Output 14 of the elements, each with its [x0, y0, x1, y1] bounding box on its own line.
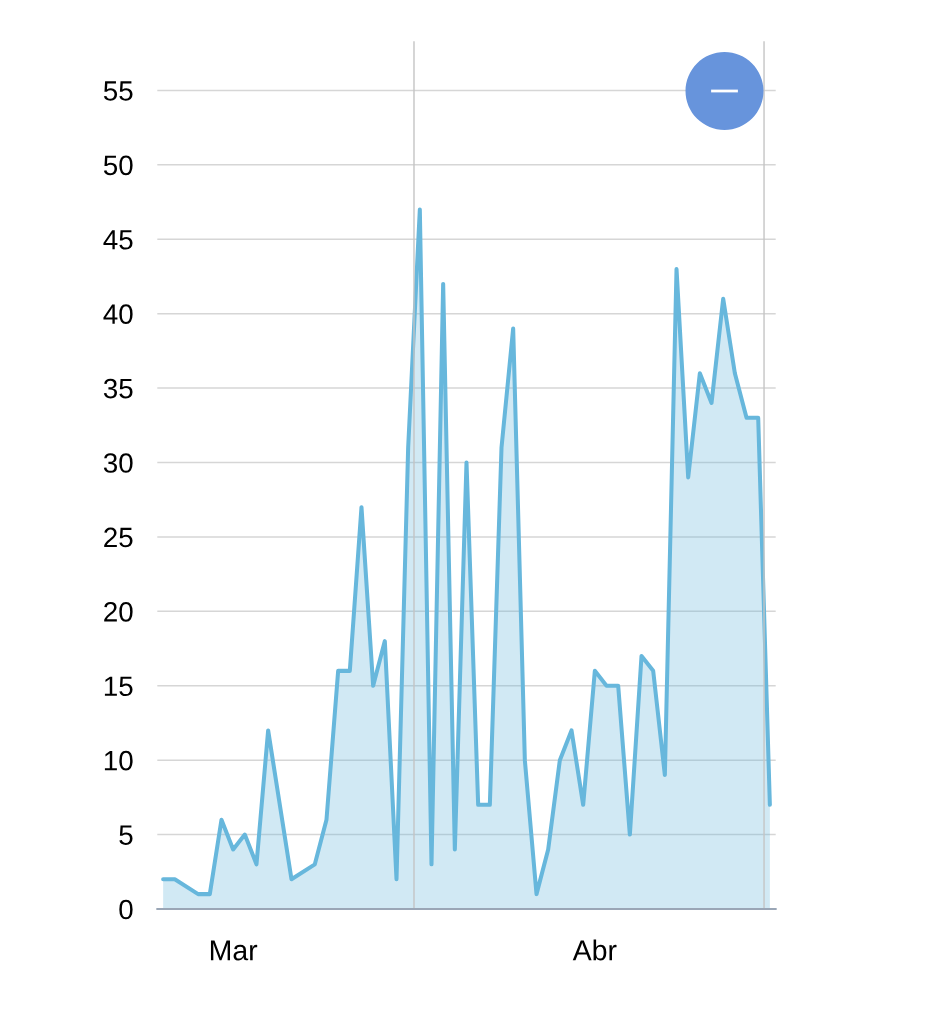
y-tick-label: 20 [104, 602, 133, 622]
y-tick-label: 55 [103, 81, 133, 101]
y-tick-label: 40 [103, 304, 133, 324]
y-tick-label: 30 [103, 453, 133, 473]
y-tick-label: 50 [103, 155, 133, 176]
y-tick-label: 5 [119, 825, 133, 845]
y-tick-label: 25 [104, 527, 133, 548]
x-tick-label: Mar [210, 940, 258, 961]
y-tick-label: 0 [119, 899, 133, 920]
y-tick-label: 45 [103, 230, 133, 250]
y-tick-label: 15 [104, 676, 133, 697]
y-tick-label: 10 [104, 750, 133, 771]
y-tick-label: 35 [103, 378, 133, 399]
x-tick-label: Abr [572, 939, 617, 961]
